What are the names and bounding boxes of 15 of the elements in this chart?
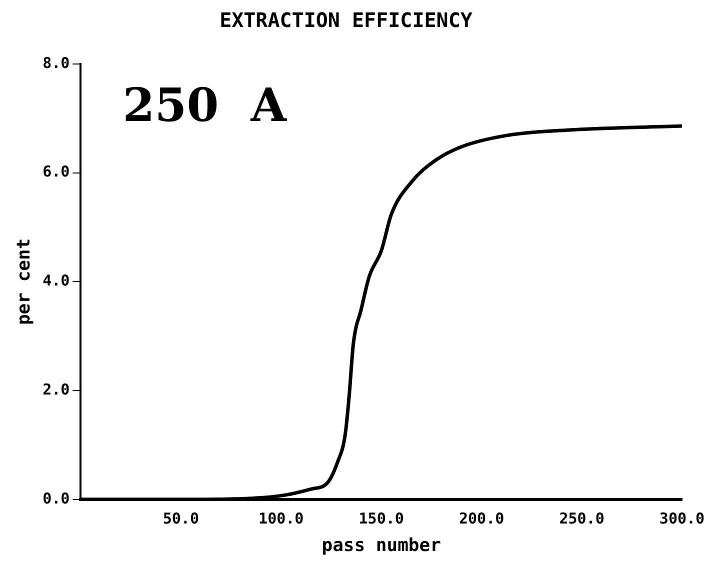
y-tick-label: 0.0 — [42, 489, 70, 508]
y-tick-label: 6.0 — [42, 162, 70, 181]
x-tick-label: 100.0 — [258, 509, 304, 528]
chart-title: EXTRACTION EFFICIENCY — [220, 8, 472, 32]
x-axis-title: pass number — [322, 534, 442, 556]
x-tick-label: 50.0 — [162, 509, 199, 528]
y-axis-title: per cent — [13, 238, 34, 326]
y-tick-label: 8.0 — [42, 54, 70, 72]
x-tick-label: 200.0 — [458, 509, 504, 528]
x-tick-label: 300.0 — [659, 509, 705, 528]
annotation: 250 A — [122, 78, 288, 132]
x-tick-label: 250.0 — [559, 509, 604, 528]
x-tick-label: 150.0 — [358, 509, 404, 528]
y-tick-label: 4.0 — [42, 272, 70, 290]
y-tick-label: 2.0 — [42, 380, 70, 398]
